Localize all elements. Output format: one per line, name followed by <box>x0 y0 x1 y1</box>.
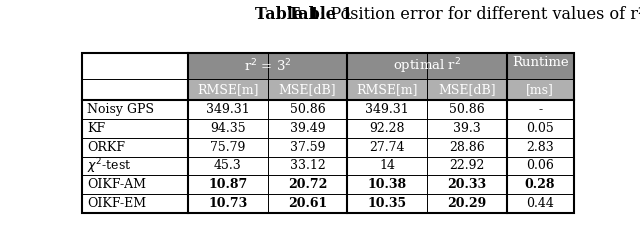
Text: -: - <box>538 103 542 116</box>
Text: 14: 14 <box>379 159 395 172</box>
Text: KF: KF <box>88 122 106 135</box>
Bar <box>427 175 507 194</box>
Text: 37.59: 37.59 <box>290 141 325 154</box>
Bar <box>348 175 427 194</box>
Text: r$^2$ = 3$^2$: r$^2$ = 3$^2$ <box>244 58 291 74</box>
Bar <box>83 79 188 100</box>
Bar <box>83 138 188 157</box>
Text: 0.28: 0.28 <box>525 178 556 191</box>
Bar <box>427 194 507 213</box>
Bar <box>507 138 573 157</box>
Bar <box>507 119 573 138</box>
Text: 10.73: 10.73 <box>208 197 248 210</box>
Bar <box>83 53 573 213</box>
Bar <box>188 79 268 100</box>
Bar <box>507 100 573 119</box>
Text: RMSE[m]: RMSE[m] <box>356 83 418 96</box>
Text: 39.3: 39.3 <box>453 122 481 135</box>
Bar <box>83 194 188 213</box>
Bar <box>427 157 507 175</box>
Text: MSE[dB]: MSE[dB] <box>438 83 495 96</box>
Bar <box>188 119 268 138</box>
Bar <box>507 53 573 79</box>
Text: 33.12: 33.12 <box>289 159 325 172</box>
Text: 10.35: 10.35 <box>367 197 406 210</box>
Bar <box>348 194 427 213</box>
Bar <box>188 100 268 119</box>
Text: 45.3: 45.3 <box>214 159 242 172</box>
Text: 27.74: 27.74 <box>369 141 405 154</box>
Text: Noisy GPS: Noisy GPS <box>88 103 154 116</box>
Bar <box>268 157 348 175</box>
Text: RMSE[m]: RMSE[m] <box>197 83 259 96</box>
Bar <box>348 79 427 100</box>
Bar <box>188 157 268 175</box>
Bar <box>348 53 507 79</box>
Text: optimal r$^2$: optimal r$^2$ <box>393 56 461 76</box>
Text: 10.38: 10.38 <box>367 178 406 191</box>
Text: ORKF: ORKF <box>88 141 125 154</box>
Text: 92.28: 92.28 <box>369 122 405 135</box>
Bar <box>427 138 507 157</box>
Bar <box>268 119 348 138</box>
Bar <box>348 119 427 138</box>
Text: Table 1: Table 1 <box>255 6 320 23</box>
Text: 10.87: 10.87 <box>208 178 248 191</box>
Bar <box>268 194 348 213</box>
Text: 39.49: 39.49 <box>290 122 325 135</box>
Bar <box>83 53 188 79</box>
Text: 20.61: 20.61 <box>288 197 327 210</box>
Text: OIKF-EM: OIKF-EM <box>88 197 147 210</box>
Text: 22.92: 22.92 <box>449 159 484 172</box>
Bar <box>507 194 573 213</box>
Text: 0.44: 0.44 <box>526 197 554 210</box>
Bar <box>507 175 573 194</box>
Bar <box>348 138 427 157</box>
Bar <box>507 79 573 100</box>
Text: $\chi^2$-test: $\chi^2$-test <box>88 156 132 176</box>
Text: Runtime: Runtime <box>512 56 568 69</box>
Bar <box>83 119 188 138</box>
Bar <box>268 138 348 157</box>
Text: 50.86: 50.86 <box>289 103 325 116</box>
Text: 349.31: 349.31 <box>365 103 409 116</box>
Text: 20.72: 20.72 <box>288 178 327 191</box>
Bar <box>188 194 268 213</box>
Text: 20.33: 20.33 <box>447 178 486 191</box>
Bar <box>83 100 188 119</box>
Text: [ms]: [ms] <box>526 83 554 96</box>
Bar <box>427 100 507 119</box>
Text: 349.31: 349.31 <box>206 103 250 116</box>
Text: 2.83: 2.83 <box>526 141 554 154</box>
Text: 94.35: 94.35 <box>210 122 246 135</box>
Text: : Position error for different values of r²: : Position error for different values of… <box>320 6 640 23</box>
Text: 28.86: 28.86 <box>449 141 484 154</box>
Text: MSE[dB]: MSE[dB] <box>278 83 336 96</box>
Text: 75.79: 75.79 <box>210 141 245 154</box>
Bar <box>268 175 348 194</box>
Bar <box>83 157 188 175</box>
Bar <box>188 175 268 194</box>
Text: OIKF-AM: OIKF-AM <box>88 178 147 191</box>
Text: 50.86: 50.86 <box>449 103 484 116</box>
Bar <box>427 119 507 138</box>
Bar <box>427 79 507 100</box>
Bar <box>507 157 573 175</box>
Text: Table 1: Table 1 <box>287 6 353 23</box>
Text: 20.29: 20.29 <box>447 197 486 210</box>
Bar <box>188 53 348 79</box>
Bar <box>268 100 348 119</box>
Bar <box>83 175 188 194</box>
Text: 0.05: 0.05 <box>526 122 554 135</box>
Bar <box>348 157 427 175</box>
Text: 0.06: 0.06 <box>526 159 554 172</box>
Bar <box>188 138 268 157</box>
Bar <box>348 100 427 119</box>
Bar <box>268 79 348 100</box>
